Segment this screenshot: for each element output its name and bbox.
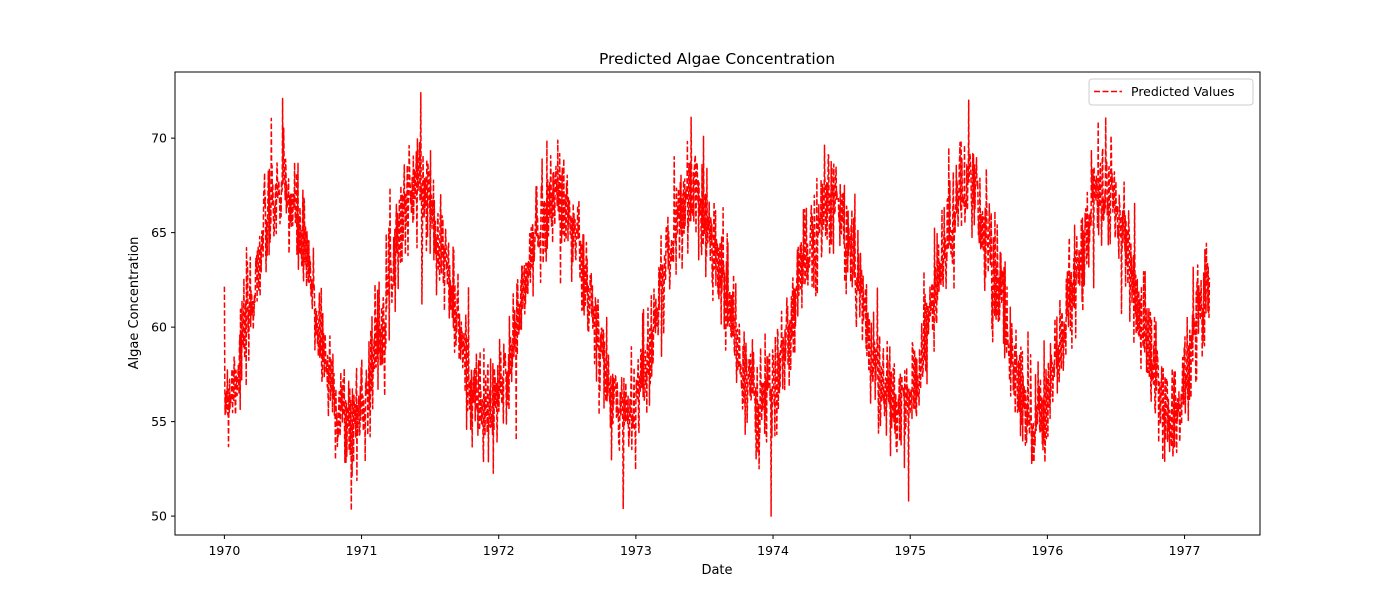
y-axis-label: Algae Concentration [127,237,142,370]
y-tick-label-2: 60 [151,320,167,335]
y-tick-label-3: 65 [151,225,167,240]
series-layer [223,92,1211,517]
y-tick-label-4: 70 [151,131,167,146]
legend-box [1088,78,1254,106]
x-tick-label-7: 1977 [1169,543,1201,558]
legend-label: Predicted Values [1131,84,1235,99]
x-axis-label: Date [701,563,732,578]
plot-background [175,72,1260,535]
x-tick-label-4: 1974 [757,543,789,558]
y-tick-label-1: 55 [151,414,167,429]
x-tick-label-6: 1976 [1031,543,1063,558]
x-tick-label-0: 1970 [208,543,240,558]
legend: Predicted Values [1088,78,1254,106]
x-tick-label-5: 1975 [894,543,926,558]
plot-frame [174,71,1261,536]
x-tick-label-1: 1971 [346,543,378,558]
chart-title: Predicted Algae Concentration [599,50,835,68]
y-axis: 50 55 60 65 70 [151,131,175,524]
x-axis: 1970 1971 1972 1973 1974 1975 1976 1977 [208,535,1200,558]
series-line-predicted-values [223,92,1211,517]
x-tick-label-2: 1972 [483,543,515,558]
x-tick-label-3: 1973 [620,543,652,558]
plot-area [174,71,1261,536]
y-tick-label-0: 50 [151,509,167,524]
